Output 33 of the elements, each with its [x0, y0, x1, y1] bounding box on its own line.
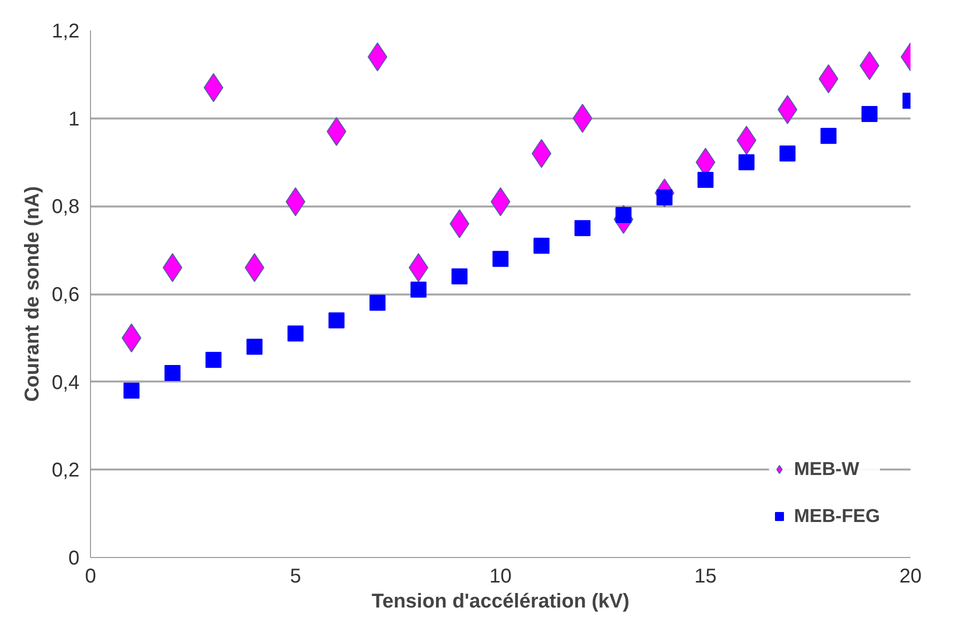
point	[820, 128, 836, 144]
point	[574, 220, 590, 236]
point	[206, 352, 222, 368]
legend-label: MEB-FEG	[794, 505, 880, 527]
point	[780, 145, 796, 162]
x-tick-label: 0	[84, 566, 96, 588]
point	[534, 238, 550, 254]
y-tick-label: 0,6	[52, 284, 80, 306]
point	[246, 338, 262, 355]
x-axis-title: Tension d'accélération (kV)	[372, 590, 630, 612]
point	[410, 282, 426, 298]
point	[698, 172, 714, 188]
point	[370, 294, 386, 311]
x-tick-label: 20	[899, 566, 922, 588]
point	[164, 365, 180, 382]
y-tick-label: 0,8	[52, 196, 80, 218]
x-tick-label: 15	[694, 566, 717, 588]
y-tick-label: 0	[68, 548, 80, 570]
y-axis-title: Courant de sonde (nA)	[22, 186, 44, 402]
legend-label: MEB-W	[794, 458, 860, 480]
y-tick-label: 0,4	[52, 372, 80, 394]
y-tick-label: 0,2	[52, 460, 80, 482]
point	[862, 106, 878, 122]
point	[452, 268, 468, 284]
point	[124, 382, 140, 399]
point	[328, 312, 344, 328]
x-tick-label: 5	[290, 566, 302, 588]
y-tick-label: 1,2	[52, 20, 80, 42]
point	[738, 154, 754, 170]
point	[492, 250, 508, 267]
y-tick-label: 1	[68, 108, 80, 130]
x-tick-label: 10	[489, 566, 512, 588]
point	[288, 326, 304, 342]
